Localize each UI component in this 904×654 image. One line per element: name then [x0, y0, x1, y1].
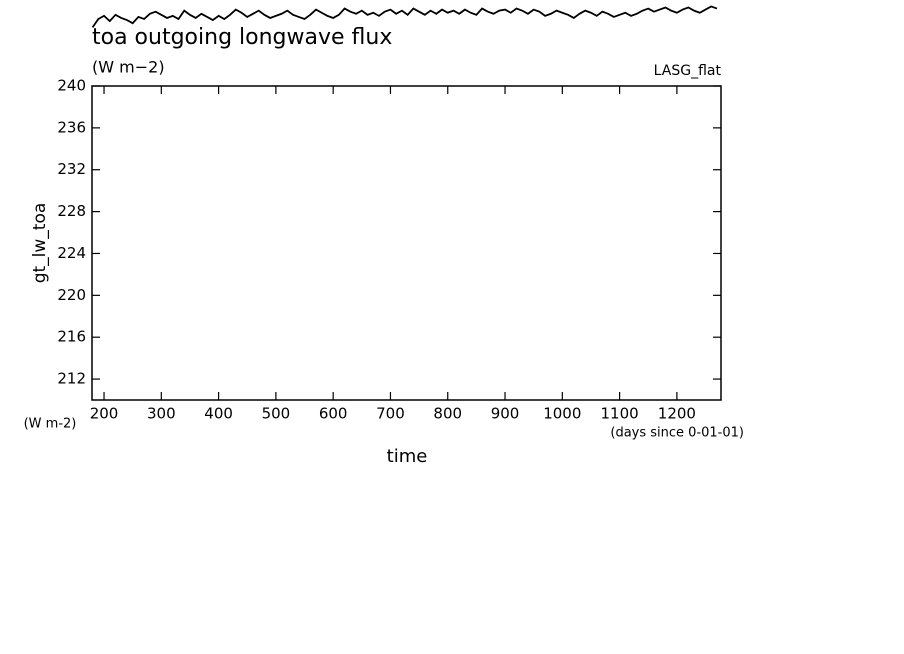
x-tick-label: 1200 [658, 405, 696, 423]
data-line [91, 5, 718, 28]
chart-title: toa outgoing longwave flux [92, 25, 392, 50]
y-tick-label: 240 [57, 77, 86, 95]
x-tick-label: 700 [376, 405, 405, 423]
x-unit: (days since 0-01-01) [610, 426, 744, 441]
x-tick-label: 200 [90, 405, 119, 423]
x-tick-label: 900 [491, 405, 520, 423]
annotation: LASG_flat [654, 63, 722, 79]
x-tick-label: 500 [262, 405, 291, 423]
plot-frame [91, 85, 722, 401]
x-tick-label: 1000 [543, 405, 581, 423]
y-tick-label: 216 [57, 328, 86, 346]
y-axis-label: gt_lw_toa [30, 203, 50, 284]
y-tick-label: 232 [57, 160, 86, 178]
x-axis-label: time [387, 446, 428, 467]
x-tick-label: 600 [319, 405, 348, 423]
y-tick-label: 236 [57, 118, 86, 136]
chart-subtitle: (W m−2) [92, 58, 165, 77]
y-tick-label: 228 [57, 202, 86, 220]
x-tick-label: 400 [204, 405, 233, 423]
x-tick-label: 800 [433, 405, 462, 423]
x-tick-label: 300 [147, 405, 176, 423]
y-tick-label: 224 [57, 244, 86, 262]
y-tick-label: 212 [57, 370, 86, 388]
y-unit: (W m-2) [24, 417, 77, 432]
y-tick-label: 220 [57, 286, 86, 304]
x-tick-label: 1100 [601, 405, 639, 423]
